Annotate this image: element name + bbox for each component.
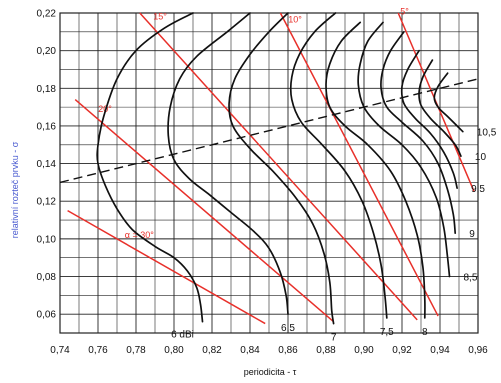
gain-label: 7	[331, 333, 337, 344]
angle-label: 5°	[400, 7, 409, 17]
gain-label: 8	[422, 327, 428, 338]
y-tick-label: 0,06	[37, 310, 57, 321]
y-tick-label: 0,18	[37, 84, 57, 95]
x-tick-label: 0,96	[468, 345, 488, 356]
x-tick-label: 0,80	[164, 345, 184, 356]
gain-contour	[289, 12, 388, 319]
x-tick-label: 0,86	[278, 345, 298, 356]
gain-label: 9,5	[471, 184, 485, 195]
angle-line	[279, 12, 439, 317]
y-tick-label: 0,20	[37, 46, 57, 57]
x-tick-label: 0,84	[240, 345, 260, 356]
x-tick-label: 0,78	[126, 345, 146, 356]
gain-contour	[325, 21, 426, 319]
gain-contour	[380, 30, 457, 235]
y-tick-label: 0,22	[37, 9, 57, 20]
gain-label: 10	[475, 152, 487, 163]
tick-labels: 0,74 0,76 0,78 0,80 0,82 0,84 0,86 0,88 0,90 0,92…	[37, 9, 489, 357]
gain-label: 8,5	[464, 273, 478, 284]
x-tick-label: 0,76	[88, 345, 108, 356]
gain-contour	[167, 12, 289, 316]
gain-label: 7,5	[380, 327, 394, 338]
gain-contour	[357, 21, 451, 278]
optimum-line	[59, 78, 479, 184]
y-tick-label: 0,08	[37, 272, 57, 283]
angle-line	[67, 209, 266, 325]
gain-contour	[96, 12, 204, 323]
angle-label: 15°	[153, 12, 167, 22]
y-tick-label: 0,10	[37, 234, 57, 245]
y-tick-label: 0,16	[37, 121, 57, 132]
gain-label: 9	[469, 229, 475, 240]
gain-contour	[418, 59, 462, 157]
y-axis-label: relativní rozteč prvku - σ	[10, 141, 20, 238]
x-tick-label: 0,90	[354, 345, 374, 356]
gain-contour	[400, 49, 458, 189]
x-tick-label: 0,74	[50, 345, 70, 356]
gain-contours: 6 dBi 6,5 7 7,5 8 8,5 9 9,5 10 10,5	[96, 12, 497, 344]
y-tick-label: 0,12	[37, 197, 57, 208]
x-tick-label: 0,82	[202, 345, 222, 356]
x-axis-label: periodicita - τ	[244, 367, 297, 377]
gain-label: 6,5	[281, 323, 295, 334]
gain-contour	[228, 12, 335, 325]
x-tick-label: 0,94	[430, 345, 450, 356]
angle-line	[74, 99, 335, 323]
gain-label: 10,5	[477, 128, 497, 139]
gain-label: 6 dBi	[171, 330, 194, 341]
angle-label: 10°	[288, 14, 302, 24]
grid	[59, 12, 479, 334]
angle-line	[139, 12, 418, 321]
optimum-dashed-line	[59, 78, 479, 184]
x-tick-label: 0,92	[392, 345, 412, 356]
gain-contour	[433, 72, 464, 133]
x-tick-label: 0,88	[316, 345, 336, 356]
y-tick-label: 0,14	[37, 159, 57, 170]
